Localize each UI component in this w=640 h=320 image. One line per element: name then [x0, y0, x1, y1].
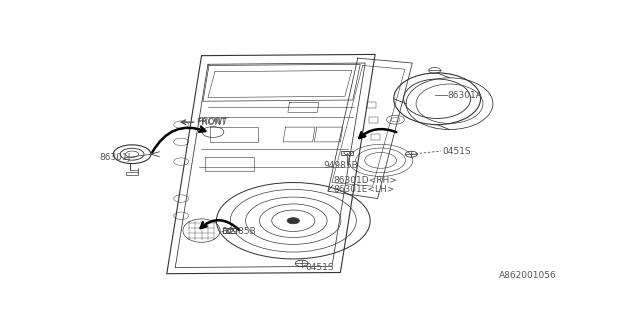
Circle shape — [287, 218, 300, 224]
Text: FRONT: FRONT — [196, 118, 227, 127]
Text: 0451S: 0451S — [442, 147, 470, 156]
Text: 94985B: 94985B — [323, 161, 358, 170]
Bar — [367, 102, 376, 108]
Text: 0451S: 0451S — [306, 263, 334, 272]
Bar — [371, 134, 380, 140]
Bar — [369, 117, 378, 123]
Text: 86301E<LH>: 86301E<LH> — [333, 185, 394, 195]
Text: 86301D<RH>: 86301D<RH> — [333, 176, 397, 185]
Bar — [126, 172, 138, 175]
Bar — [223, 228, 236, 233]
Text: 86301J: 86301J — [100, 153, 131, 163]
Text: A862001056: A862001056 — [499, 271, 557, 280]
Bar — [341, 150, 353, 156]
Text: 86301A: 86301A — [447, 91, 482, 100]
Text: 84985B: 84985B — [221, 227, 256, 236]
Text: FRONT: FRONT — [198, 117, 228, 126]
